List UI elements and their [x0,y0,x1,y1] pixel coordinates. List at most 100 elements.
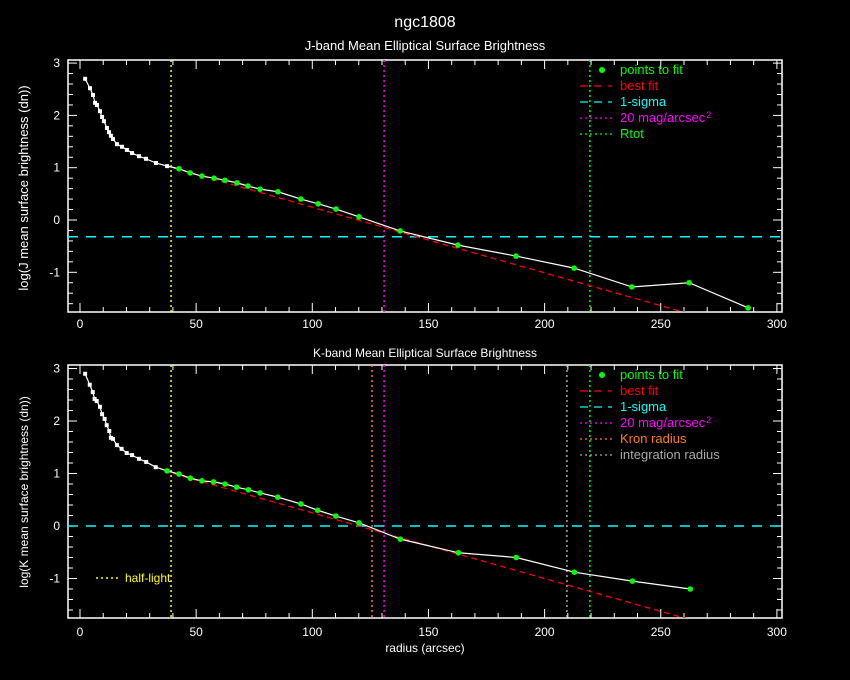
k-plot-frame [67,364,783,619]
j-profile-point [153,160,158,165]
j-y-tick-label: 1 [53,161,60,175]
j-y-axis-label: log(J mean surface brightness (dn)) [16,85,31,290]
k-profile-point [124,451,129,456]
k-y-tick-label: 1 [53,467,60,481]
k-fit-point [245,486,252,493]
k-fit-point [455,549,462,556]
k-panel: 0 50 100 150 200 250 300 -1 0 1 2 3 points to fitbes… [49,362,787,640]
k-legend-label-best-fit: best fit [620,383,659,398]
k-x-tick-label: 150 [418,625,438,639]
j-fit-point [199,173,205,179]
j-fit-point [187,170,193,176]
j-profile-line [84,78,749,309]
k-x-tick-label: 250 [651,625,671,639]
j-fit-point [356,214,362,220]
k-fit-point [397,536,404,542]
k-legend-label-kron: Kron radius [620,431,687,446]
j-fit-point [234,180,240,186]
k-legend-label-mag20: 20 mag/arcsec2 [620,415,711,430]
k-profile-point [90,390,95,395]
j-plot-frame [67,59,783,313]
k-fit-point [233,484,240,490]
j-profile-point [124,147,129,152]
j-profile-point [97,109,102,114]
k-profile-point [144,459,149,464]
j-profile-point [143,156,148,161]
j-legend-label-mag20: 20 mag/arcsec2 [620,110,711,125]
j-legend-label-text: 20 mag/arcsec [620,110,706,125]
j-legend-label-rtot: Rtot [620,126,644,141]
k-legend-label-integration: integration radius [620,447,720,462]
j-profile-point [110,136,115,141]
k-legend-label-text: 1-sigma [620,399,667,414]
j-x-tick-label: 100 [302,317,322,331]
j-profile-point [94,102,99,107]
j-profile-point [91,93,96,98]
k-panel-title: K-band Mean Elliptical Surface Brightnes… [313,346,537,360]
j-legend-label-text: points to fit [620,62,683,77]
x-axis-label: radius (arcsec) [385,641,464,655]
j-y-tick-label: 2 [53,108,60,122]
k-fit-point [257,490,263,496]
k-profile-line [84,373,691,590]
k-plot-area [68,365,782,618]
half-light-label: half-light [125,571,171,585]
j-profile-point [108,133,113,138]
figure-title: ngc1808 [394,14,455,31]
k-fit-point [332,513,339,519]
k-profile-point [83,371,88,376]
j-profile-point [107,130,112,135]
k-profile-point [119,446,124,451]
k-profile-point [87,382,92,387]
j-legend-label-fit-points: points to fit [620,62,683,77]
k-legend-label-text: 20 mag/arcsec [620,415,706,430]
k-fit-point [629,578,636,584]
k-fit-point [687,586,694,592]
k-fit-point [164,468,170,474]
j-y-tick-label: -1 [49,265,60,279]
j-plot-area [68,60,782,312]
j-y-tick-label: 0 [53,213,60,227]
j-profile-point [104,125,109,130]
k-x-tick-label: 200 [535,625,555,639]
k-fit-point [176,471,182,477]
k-x-tick-label: 100 [302,625,322,639]
j-fit-point [686,279,692,286]
j-profile-point [120,144,125,149]
j-legend-label-text: Rtot [620,126,644,141]
k-fit-point [210,479,217,485]
j-panel-title: J-band Mean Elliptical Surface Brightnes… [305,38,546,53]
j-legend-marker-fit-points [599,67,605,73]
j-best-fit-line [172,167,686,312]
j-fit-point [257,186,263,192]
k-legend-sup: 2 [706,415,711,425]
j-y-tick-label: 3 [53,56,60,70]
k-y-tick-label: 0 [53,519,60,533]
j-profile-point [93,100,98,105]
j-profile-point [100,114,105,119]
j-x-tick-label: 150 [418,317,438,331]
k-fit-point [222,481,228,487]
k-y-tick-label: 3 [53,362,60,376]
k-profile-point [153,465,158,470]
j-profile-point [130,151,135,156]
k-legend-label-text: points to fit [620,367,683,382]
k-fit-point [513,554,520,561]
j-fit-point [176,165,182,172]
k-profile-point [104,423,109,428]
k-x-tick-label: 0 [77,625,84,639]
k-fit-point [314,507,321,514]
k-legend-marker-fit-points [599,372,605,378]
k-profile-point [94,399,99,404]
j-x-tick-label: 200 [535,317,555,331]
j-fit-point [629,284,635,290]
k-x-tick-label: 300 [767,625,787,639]
k-x-tick-label: 50 [189,625,203,639]
j-fit-point [211,175,217,181]
k-profile-point [110,436,115,441]
k-fit-point [274,494,281,500]
k-y-tick-label: -1 [49,572,60,586]
j-fit-point [513,253,519,259]
